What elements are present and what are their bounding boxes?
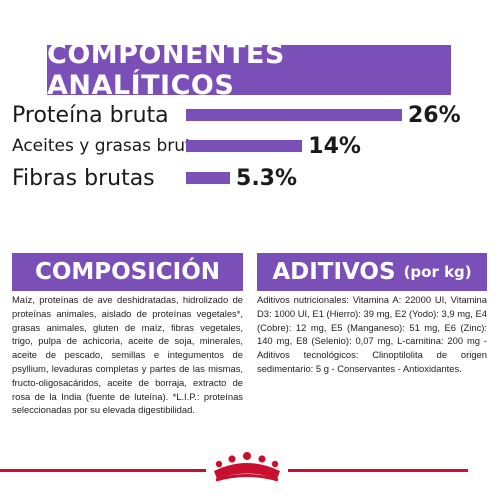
- nutrient-row: Aceites y grasas brutos 14%: [12, 131, 492, 161]
- nutrient-label: Aceites y grasas brutos: [12, 136, 211, 156]
- additives-text: Aditivos nutricionales: Vitamina A: 2200…: [257, 294, 487, 374]
- nutrient-label: Proteína bruta: [12, 102, 169, 128]
- composition-text: Maíz, proteínas de ave deshidratadas, hi…: [12, 294, 243, 416]
- footer-line-right: [288, 469, 468, 472]
- nutrient-row: Proteína bruta 26%: [12, 100, 492, 130]
- nutrient-bar: [186, 172, 231, 184]
- royal-canin-crown-icon: [214, 452, 280, 482]
- nutrient-bar: [186, 109, 402, 121]
- analysis-title-banner: COMPONENTES ANALÍTICOS: [47, 39, 451, 101]
- additives-unit: (por kg): [403, 263, 472, 281]
- composition-header: COMPOSICIÓN: [12, 253, 243, 291]
- nutrient-row: Fibras brutas 5.3%: [12, 163, 492, 193]
- footer-line-left: [0, 469, 206, 472]
- nutrient-label: Fibras brutas: [12, 165, 155, 191]
- nutrient-value: 14%: [308, 133, 361, 159]
- composition-title: COMPOSICIÓN: [34, 259, 221, 285]
- nutrient-value: 26%: [408, 102, 461, 128]
- nutrient-bar: [186, 140, 303, 152]
- additives-header: ADITIVOS (por kg): [257, 253, 487, 291]
- nutrient-value: 5.3%: [236, 165, 298, 191]
- additives-title: ADITIVOS: [272, 259, 396, 285]
